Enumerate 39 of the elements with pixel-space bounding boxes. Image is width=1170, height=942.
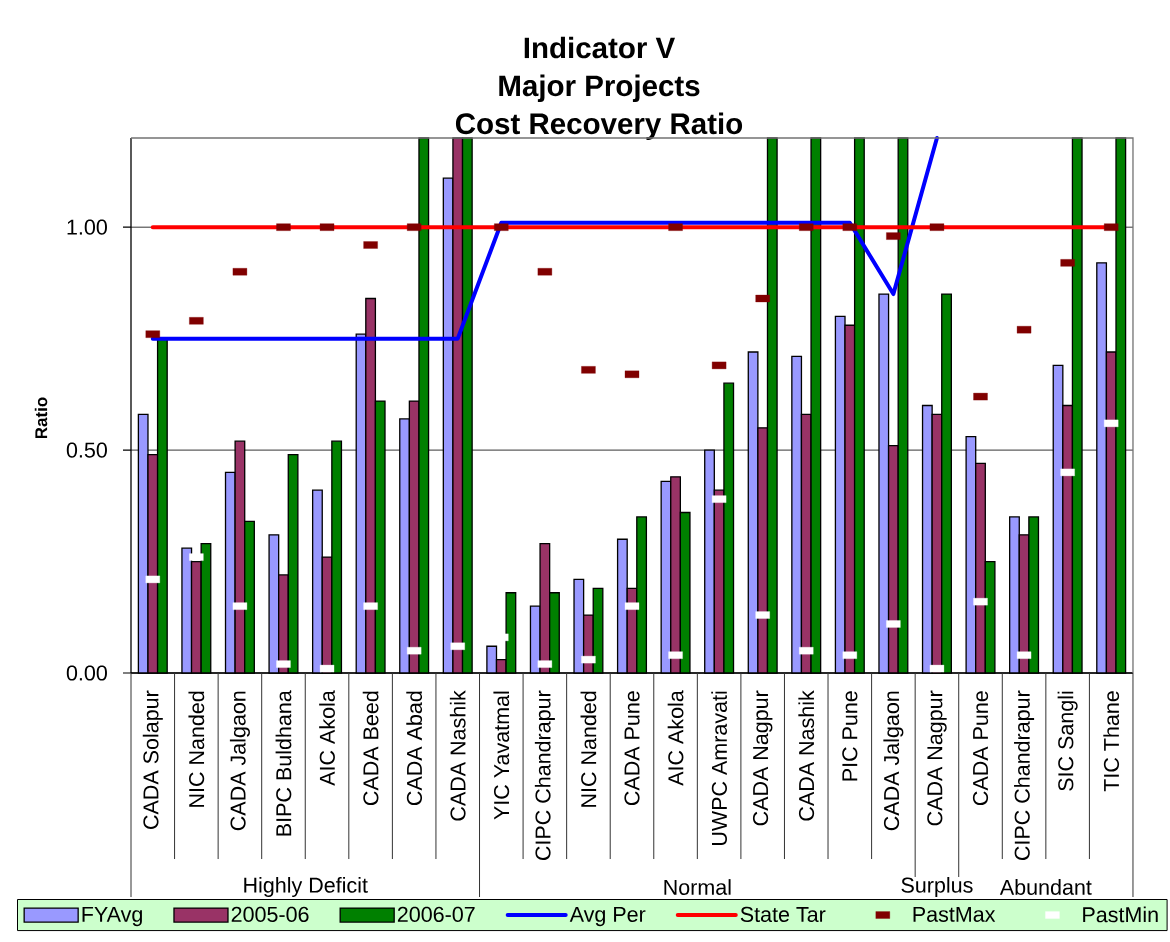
- x-tick-label: CIPC Chandrapur: [534, 690, 555, 861]
- x-tick-label: CADA Nagpur: [927, 690, 947, 826]
- x-tick-label: CADA Solapur: [142, 690, 163, 829]
- x-tick-label: CADA Pune: [624, 691, 640, 806]
- x-tick-label: YIC Yavatmal: [493, 691, 510, 820]
- x-tick-label: PIC Pune: [842, 691, 858, 781]
- y-tick-label: 1.00: [67, 219, 107, 235]
- legend-label: 2005-06: [231, 906, 309, 922]
- x-tick-label: NIC Nanded: [188, 691, 205, 807]
- legend-label: FYAvg: [82, 906, 142, 927]
- text: Highly Deficit: [244, 877, 368, 898]
- y-tick-label: 0.50: [66, 442, 107, 458]
- x-tick-label: AIC Akola: [319, 690, 335, 786]
- x-tick-label: SIC Sangli: [1057, 691, 1078, 791]
- legend-label: PastMax: [913, 906, 996, 922]
- x-tick-label: CADA Nashik: [798, 690, 815, 821]
- legend-label: State Tar: [740, 906, 826, 922]
- y-axis-title: Ratio: [34, 397, 48, 439]
- x-tick-label: BIPC Buldhana: [275, 690, 292, 836]
- text: Abundant: [999, 879, 1092, 895]
- chart-title: Indicator V Major Projects Cost Recovery Ratio: [455, 36, 743, 140]
- legend-label: 2006-07: [397, 906, 475, 922]
- x-tick-label: CADA Nagpur: [752, 690, 773, 826]
- x-tick-label: CADA Jalgaon: [229, 691, 250, 831]
- x-tick-label: CIPC Chandrapur: [1014, 690, 1035, 861]
- x-tick-label: CADA Beed: [362, 691, 379, 806]
- x-tick-label: TIC Thane: [1103, 691, 1120, 792]
- x-tick-label: UWPC Amravati: [711, 691, 728, 846]
- x-tick-label: NIC Nanded: [580, 691, 597, 807]
- x-tick-label: AIC Akola: [667, 690, 684, 786]
- text: Normal: [664, 879, 731, 895]
- x-tick-label: CADA Abad: [406, 691, 423, 806]
- x-tick-label: CADA Pune: [972, 691, 989, 806]
- text: Surplus: [901, 877, 973, 898]
- legend-label: Avg Per: [569, 906, 646, 927]
- x-tick-label: CADA Jalgaon: [883, 691, 904, 831]
- x-tick-label: CADA Nashik: [449, 690, 466, 821]
- y-tick-label: 0.00: [66, 665, 107, 681]
- legend-label: PastMin: [1083, 906, 1158, 923]
